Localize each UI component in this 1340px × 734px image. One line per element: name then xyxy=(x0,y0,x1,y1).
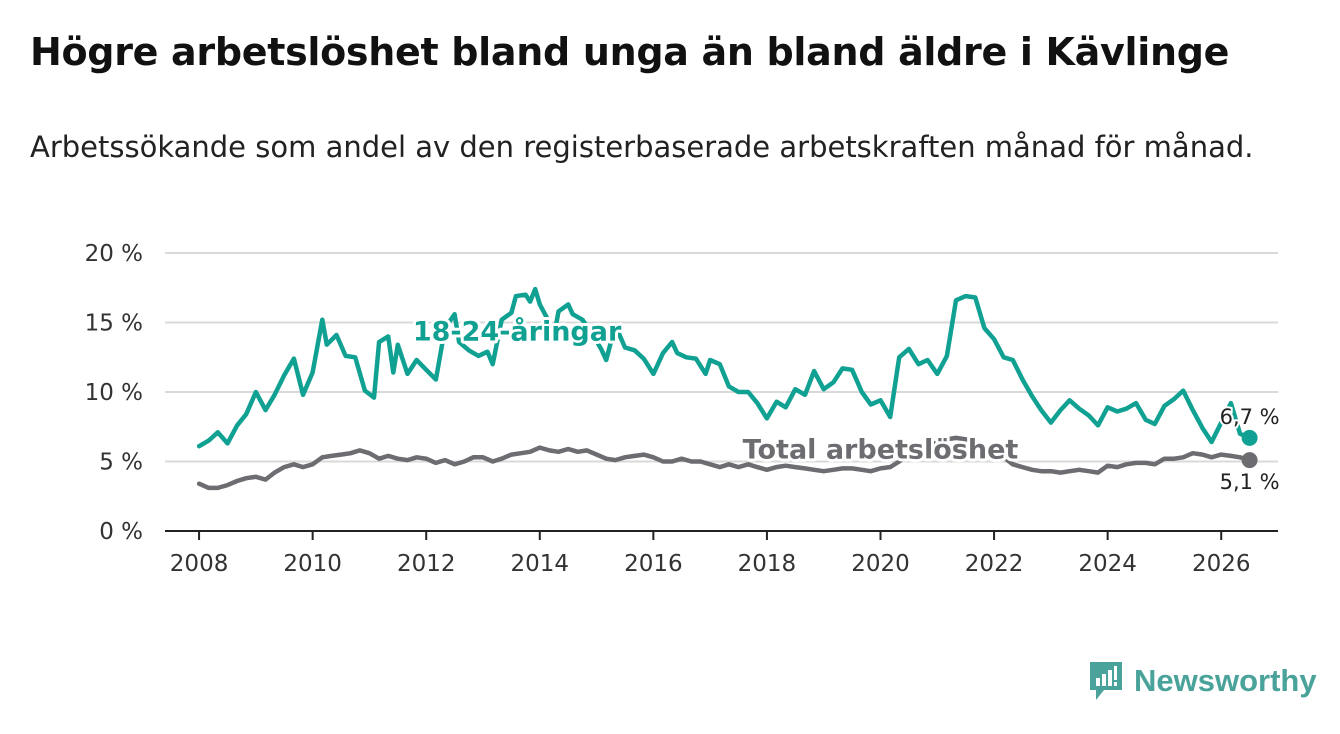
series-end-dot xyxy=(1241,429,1258,446)
y-tick-label: 20 % xyxy=(85,241,143,267)
brand[interactable]: Newsworthy xyxy=(1088,660,1317,702)
series-end-dot xyxy=(1241,452,1258,469)
y-tick-label: 10 % xyxy=(85,380,143,406)
x-tick-label: 2024 xyxy=(1078,551,1137,577)
chart-subtitle: Arbetssökande som andel av den registerb… xyxy=(30,130,1254,164)
series-line xyxy=(196,435,1252,491)
series-end-label: 6,7 % xyxy=(1220,405,1280,429)
series-end-label: 5,1 % xyxy=(1220,470,1280,494)
y-tick-label: 5 % xyxy=(99,450,143,476)
x-tick-label: 2014 xyxy=(511,551,570,577)
newsworthy-logo-icon xyxy=(1090,662,1122,700)
series-label: Total arbetslöshet xyxy=(743,435,1019,466)
y-tick-label: 0 % xyxy=(99,519,143,545)
series-label: 18-24-åringar xyxy=(413,316,622,348)
x-tick-label: 2020 xyxy=(851,551,910,577)
x-tick-label: 2018 xyxy=(738,551,797,577)
x-tick-label: 2016 xyxy=(624,551,683,577)
y-axis-ticks: 0 % 5 % 10 % 15 % 20 % xyxy=(85,241,143,545)
x-tick-label: 2012 xyxy=(397,551,456,577)
series-labels: 18-24-åringar 6,7 % Total arbetslöshet 5,1 … xyxy=(410,313,1282,497)
series-lines xyxy=(196,286,1258,491)
x-tick-label: 2026 xyxy=(1192,551,1251,577)
x-tick-label: 2022 xyxy=(965,551,1024,577)
grid-lines xyxy=(165,252,1278,532)
x-tick-label: 2008 xyxy=(170,551,229,577)
x-tick-label: 2010 xyxy=(283,551,342,577)
y-tick-label: 15 % xyxy=(85,311,143,337)
brand-name: Newsworthy xyxy=(1134,663,1317,698)
chart-title: Högre arbetslöshet bland unga än bland ä… xyxy=(30,30,1230,74)
series-line xyxy=(196,286,1252,449)
x-axis-ticks: 2008 2010 2012 2014 2016 2018 2020 2022 2024 2026 xyxy=(170,531,1251,577)
